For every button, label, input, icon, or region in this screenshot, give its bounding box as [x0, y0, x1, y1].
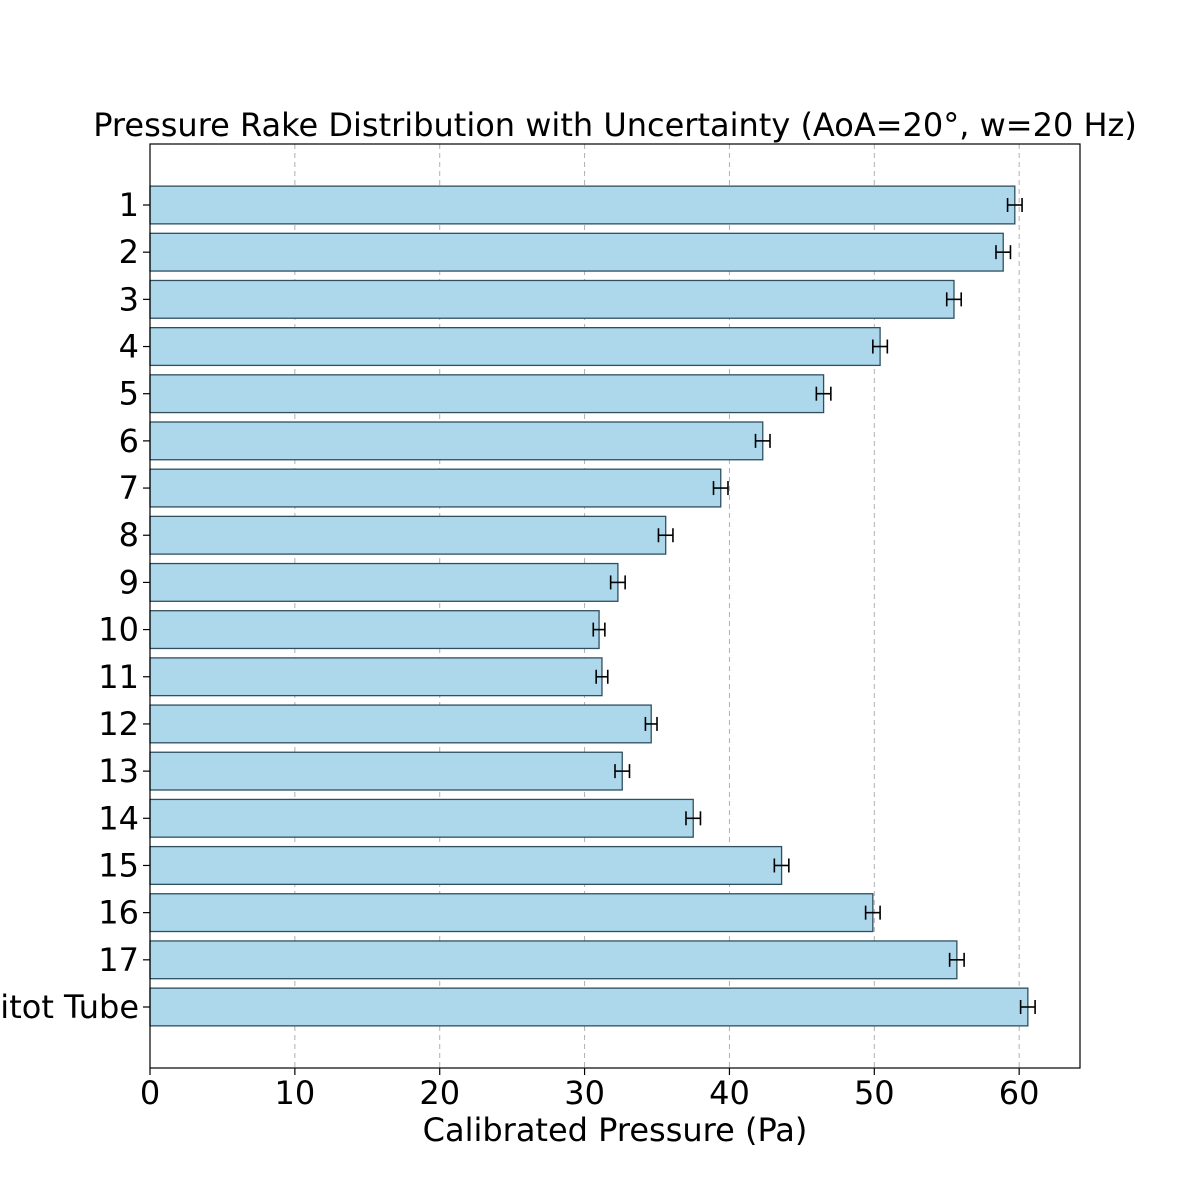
error-bar: [948, 952, 965, 967]
error-bar: [644, 716, 658, 731]
error-bar: [1006, 198, 1023, 212]
bar: [149, 893, 874, 933]
bar: [149, 185, 1016, 225]
y-axis-ticks: 1234567891011121314151617Pitot Tube: [0, 186, 150, 1026]
bar: [149, 657, 603, 697]
bar: [149, 987, 1029, 1027]
y-tick-label: 13: [98, 752, 139, 790]
y-tick-label: 7: [119, 469, 139, 507]
bar: [149, 279, 955, 319]
bar: [149, 704, 652, 744]
x-axis-ticks: 0 10 20 30 40 50 60: [140, 1068, 1040, 1112]
error-bar: [945, 292, 963, 307]
y-tick-label: 5: [119, 375, 139, 413]
x-tick-label: 40: [709, 1074, 750, 1112]
bar: [149, 751, 623, 791]
error-bar: [754, 433, 771, 448]
bar: [149, 515, 667, 555]
y-tick-label: 1: [119, 186, 139, 224]
bar: [149, 374, 825, 414]
chart-title: Pressure Rake Distribution with Uncertai…: [93, 106, 1137, 144]
x-tick-label: 50: [854, 1074, 895, 1112]
error-bars: [592, 198, 1036, 1014]
bar: [149, 940, 958, 980]
y-tick-label: 10: [98, 611, 139, 649]
y-tick-label: 14: [98, 799, 139, 837]
error-bar: [657, 528, 674, 543]
x-tick-label: 10: [275, 1074, 316, 1112]
bar: [149, 845, 783, 885]
error-bar: [815, 386, 832, 401]
y-tick-label: Pitot Tube: [0, 988, 139, 1026]
y-tick-label: 17: [98, 941, 139, 979]
x-tick-label: 20: [419, 1074, 460, 1112]
x-axis-label: Calibrated Pressure (Pa): [423, 1111, 808, 1149]
error-bar: [872, 339, 889, 354]
y-tick-label: 3: [119, 280, 139, 318]
bar: [149, 562, 619, 602]
error-bar: [995, 245, 1012, 260]
error-bar: [712, 481, 729, 496]
bar: [149, 327, 881, 367]
bar: [149, 798, 694, 838]
error-bar: [1019, 1000, 1036, 1014]
bar: [149, 610, 600, 650]
y-tick-label: 2: [119, 233, 139, 271]
y-tick-label: 6: [119, 422, 139, 460]
y-tick-label: 8: [119, 516, 139, 554]
y-tick-label: 11: [98, 658, 139, 696]
error-bar: [609, 575, 626, 590]
x-tick-label: 60: [999, 1074, 1040, 1112]
error-bar: [685, 811, 702, 826]
bars: [149, 185, 1029, 1027]
bar: [149, 232, 1004, 272]
x-tick-label: 0: [140, 1074, 160, 1112]
error-bar: [592, 622, 606, 637]
y-tick-label: 4: [119, 328, 139, 366]
error-bar: [614, 764, 631, 779]
bar: [149, 421, 764, 461]
bar: [149, 468, 722, 508]
error-bar: [595, 669, 609, 684]
y-tick-label: 15: [98, 846, 139, 884]
plot-frame: [149, 143, 1081, 1069]
x-tick-label: 30: [564, 1074, 605, 1112]
error-bar: [864, 905, 881, 920]
y-tick-label: 12: [98, 705, 139, 743]
y-tick-label: 9: [119, 563, 139, 601]
y-tick-label: 16: [98, 894, 139, 932]
error-bar: [773, 858, 790, 873]
